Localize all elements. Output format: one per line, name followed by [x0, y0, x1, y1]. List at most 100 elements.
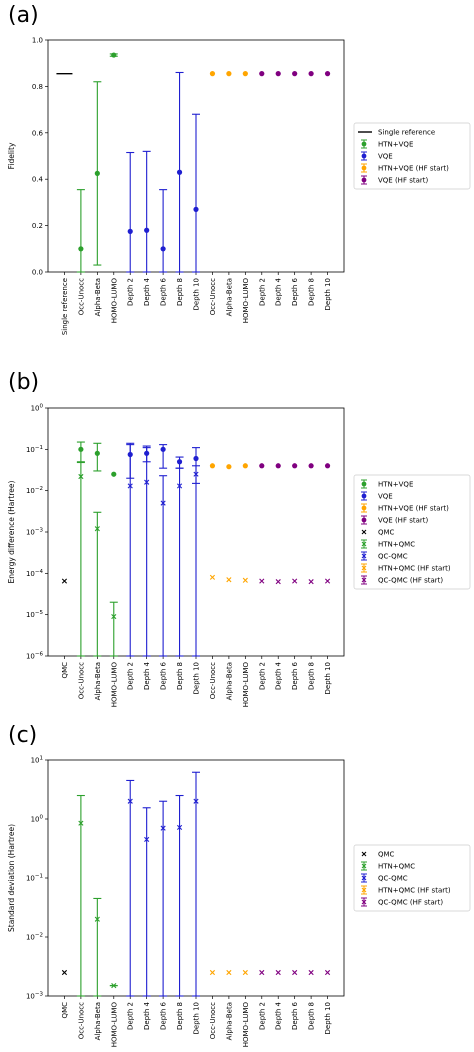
legend-label: Single reference [378, 129, 435, 137]
x-tick-label: Depth 2 [258, 662, 266, 690]
data-point-vqe_hf [275, 71, 281, 77]
data-point-htn_vqe [111, 52, 117, 58]
x-tick-label: Depth 4 [275, 1001, 283, 1030]
x-tick-label: Alpha-Beta [225, 662, 233, 700]
data-point-htn_vqe_hf [209, 463, 216, 469]
data-point-htn_vqe_hf [242, 71, 248, 77]
x-tick-label: Occ-Unocc [77, 278, 85, 315]
y-tick-label: 0.2 [32, 222, 43, 230]
legend-box [353, 844, 471, 912]
x-tick-label: Depth 6 [291, 277, 299, 306]
data-point-htn_vqe [111, 471, 117, 477]
legend-label: HTN+VQE (HF start) [378, 165, 449, 173]
x-tick-label: Alpha-Beta [225, 278, 233, 316]
data-point-vqe_hf [259, 463, 265, 469]
x-tick-label: Depth 6 [160, 661, 168, 690]
y-tick-label: 10−2 [26, 486, 43, 495]
x-tick-label: Depth 2 [258, 278, 266, 306]
y-tick-label: 10−6 [26, 652, 44, 661]
x-tick-label: HOMO-LUMO [110, 1002, 118, 1048]
y-tick-label: 0.0 [32, 269, 43, 277]
legend: Single reference HTN+VQE VQE HTN+VQE (HF st… [353, 122, 471, 190]
data-point-htn_vqe [94, 170, 100, 176]
legend-label: VQE [378, 493, 393, 501]
data-point-htn_vqe [94, 450, 100, 456]
y-tick-label: 0.4 [32, 176, 44, 184]
y-axis-label: Fidelity [7, 142, 16, 169]
x-tick-label: Alpha-Beta [94, 278, 102, 316]
legend-dot-marker [361, 481, 367, 487]
y-tick-label: 0.8 [32, 83, 43, 91]
y-tick-label: 10−4 [26, 569, 44, 578]
data-point-htn_vqe_hf [226, 464, 232, 470]
x-tick-label: Depth 4 [143, 661, 151, 690]
x-tick-label: Depth 8 [308, 278, 316, 306]
x-tick-label: Depth 10 [193, 662, 201, 694]
x-tick-label: Occ-Unocc [209, 662, 217, 699]
legend-dot-marker [361, 177, 367, 183]
legend-box [353, 122, 471, 190]
x-tick-label: Depth 8 [308, 662, 316, 690]
data-point-vqe_hf [292, 463, 298, 469]
legend-label: HTN+QMC [378, 863, 415, 871]
y-tick-label: 10−1 [26, 445, 43, 454]
x-tick-label: Depth 10 [193, 278, 201, 310]
data-point-vqe [176, 459, 183, 465]
x-tick-label: QMC [61, 1002, 69, 1019]
x-tick-label: Alpha-Beta [94, 662, 102, 700]
legend-dot-marker [361, 505, 367, 511]
x-tick-label: Occ-Unocc [77, 662, 85, 699]
x-tick-label: QMC [61, 662, 69, 679]
x-tick-label: Single reference [61, 278, 69, 335]
legend-box [353, 474, 471, 590]
data-point-vqe [176, 169, 183, 175]
legend-label: HTN+QMC (HF start) [378, 565, 451, 573]
y-tick-label: 10−3 [26, 992, 44, 1001]
x-tick-label: Depth 4 [143, 277, 151, 306]
y-tick-label: 1.0 [32, 37, 43, 45]
data-point-vqe [193, 206, 199, 212]
y-axis-label: Energy difference (Hartree) [7, 480, 16, 583]
y-tick-label: 10−5 [26, 610, 44, 619]
legend: QMC HTN+QMC QC-QMC HTN+QMC (HF start) QC-QMC… [353, 844, 471, 912]
panel-3: (c) 10−3 10−2 10−1 100 101 Standard deviation … [7, 723, 471, 1048]
x-tick-label: Occ-Unocc [209, 1002, 217, 1039]
legend-label: HTN+VQE [378, 141, 413, 149]
y-tick-label: 100 [31, 815, 44, 824]
panel-2: (b) 10−6 10−5 10−4 10−3 10−2 10−1 100 Energy dif… [7, 370, 471, 708]
panel-letter: (c) [8, 723, 37, 748]
legend-label: QC-QMC [378, 875, 408, 883]
legend-label: QMC [378, 851, 395, 859]
x-tick-label: Depth 6 [160, 277, 168, 306]
x-tick-label: Depth 6 [291, 661, 299, 690]
x-tick-label: Alpha-Beta [225, 1002, 233, 1040]
y-tick-label: 10−3 [26, 528, 44, 537]
x-tick-label: Depth 4 [143, 1001, 151, 1030]
data-point-vqe_hf [324, 463, 331, 469]
data-point-htn_vqe_hf [242, 463, 248, 469]
data-point-htn_vqe [78, 246, 84, 252]
data-point-htn_vqe_hf [209, 71, 216, 77]
x-tick-label: Depth 10 [324, 662, 332, 694]
y-tick-label: 101 [31, 756, 43, 765]
data-point-vqe_hf [308, 463, 314, 469]
y-axis-label: Standard deviation (Hartree) [7, 824, 16, 932]
x-tick-label: Depth 8 [176, 1002, 184, 1030]
legend-dot-marker [361, 493, 367, 499]
x-tick-label: Depth 10 [324, 1002, 332, 1034]
legend-label: VQE (HF start) [378, 177, 428, 185]
legend-label: VQE (HF start) [378, 517, 428, 525]
x-tick-label: Alpha-Beta [94, 1002, 102, 1040]
data-point-vqe [160, 246, 166, 252]
legend-label: QC-QMC (HF start) [378, 899, 443, 907]
legend-dot-marker [361, 517, 367, 523]
data-point-vqe_hf [275, 463, 281, 469]
x-tick-label: Depth 6 [160, 1001, 168, 1030]
data-point-vqe_hf [292, 71, 298, 77]
panel-1: (a) 0.0 0.2 0.4 0.6 0.8 1.0 Fidelity Single refe… [7, 3, 471, 335]
x-tick-label: Depth 8 [176, 662, 184, 690]
x-tick-label: HOMO-LUMO [242, 662, 250, 708]
x-tick-label: HOMO-LUMO [242, 1002, 250, 1048]
data-point-vqe [160, 446, 166, 452]
